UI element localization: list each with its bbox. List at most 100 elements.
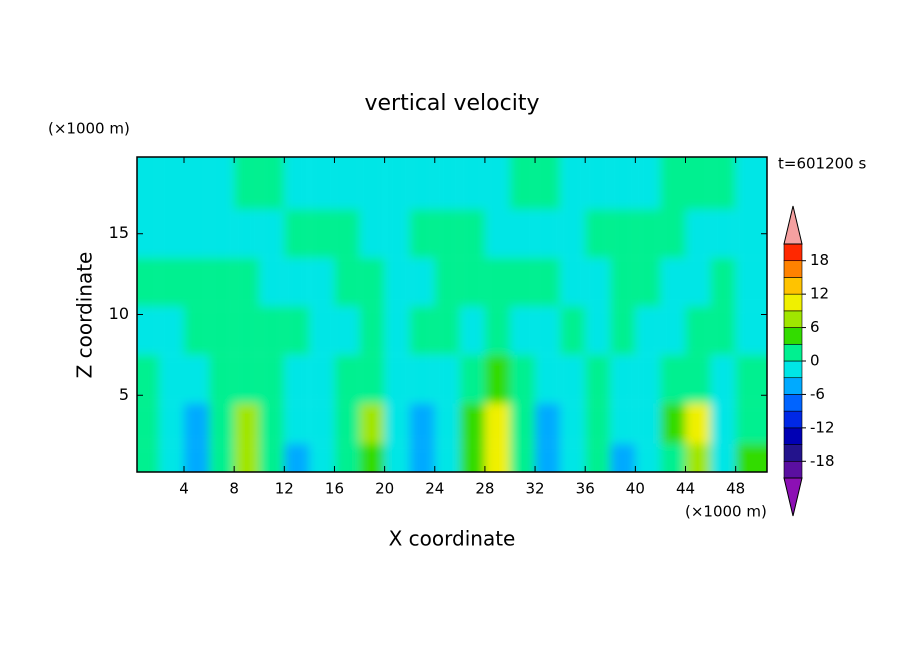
x-tick-label: 8 (229, 480, 239, 498)
contour-cell (710, 443, 736, 472)
contour-cell (434, 443, 460, 472)
contour-cell (735, 157, 767, 210)
contour-cell (685, 157, 711, 210)
contour-cell (535, 257, 561, 307)
contour-cell (585, 403, 611, 444)
contour-cell (209, 157, 235, 210)
contour-cell (284, 443, 310, 472)
contour-cell (459, 443, 485, 472)
colorbar-band (783, 360, 803, 379)
contour-cell (610, 257, 636, 307)
contour-cell (309, 209, 335, 258)
contour-cell (284, 306, 310, 355)
contour-cell (434, 403, 460, 444)
contour-cell (735, 306, 767, 355)
contour-cell (234, 403, 260, 444)
contour-cell (484, 403, 510, 444)
contour-cell (334, 306, 360, 355)
x-tick-label: 36 (576, 480, 595, 498)
contour-cell (735, 257, 767, 307)
colorbar-extend-under (783, 477, 803, 517)
contour-cell (309, 257, 335, 307)
contour-cell (384, 443, 410, 472)
contour-cell (409, 306, 435, 355)
x-axis-label: X coordinate (389, 527, 516, 551)
colorbar-band (783, 343, 803, 362)
contour-cell (484, 306, 510, 355)
x-tick-label: 44 (676, 480, 695, 498)
contour-cell (585, 209, 611, 258)
contour-cells (137, 157, 767, 472)
y-tick-label: 15 (109, 223, 129, 242)
contour-cell (184, 257, 210, 307)
contour-cell (560, 354, 586, 404)
contour-cell (585, 257, 611, 307)
contour-cell (560, 257, 586, 307)
y-unit: (×1000 m) (48, 120, 130, 138)
contour-cell (459, 403, 485, 444)
contour-cell (409, 257, 435, 307)
x-tick-label: 40 (626, 480, 645, 498)
colorbar-tick-label: 0 (810, 352, 820, 370)
contour-cell (710, 257, 736, 307)
contour-cell (660, 354, 686, 404)
contour-cell (309, 306, 335, 355)
contour-cell (710, 306, 736, 355)
x-tick-label: 20 (375, 480, 394, 498)
contour-cell (334, 403, 360, 444)
contour-cell (459, 209, 485, 258)
contour-cell (484, 209, 510, 258)
x-tick-label: 16 (325, 480, 344, 498)
colorbar-band (783, 243, 803, 262)
x-tick-label: 12 (275, 480, 294, 498)
contour-cell (409, 209, 435, 258)
contour-cell (610, 403, 636, 444)
contour-cell (234, 306, 260, 355)
contour-cell (509, 306, 536, 355)
colorbar-tick-label: -12 (810, 418, 835, 436)
contour-cell (635, 306, 661, 355)
contour-cell (509, 403, 536, 444)
colorbar-tick-label: 6 (810, 318, 820, 336)
contour-cell (484, 157, 510, 210)
colorbar-band (783, 293, 803, 312)
contour-cell (434, 257, 460, 307)
y-axis-label: Z coordinate (73, 252, 97, 379)
contour-cell (184, 209, 210, 258)
contour-cell (560, 306, 586, 355)
contour-cell (359, 306, 385, 355)
contour-cell (710, 209, 736, 258)
contour-cell (284, 157, 310, 210)
contour-cell (735, 354, 767, 404)
contour-cell (234, 157, 260, 210)
x-unit: (×1000 m) (685, 503, 767, 521)
contour-cell (309, 157, 335, 210)
contour-cell (610, 443, 636, 472)
contour-cell (184, 306, 210, 355)
contour-cell (509, 443, 536, 472)
colorbar-tick-label: -18 (810, 452, 835, 470)
contour-cell (409, 157, 435, 210)
contour-cell (409, 354, 435, 404)
contour-cell (209, 443, 235, 472)
contour-cell (234, 443, 260, 472)
y-tick-label: 10 (109, 304, 129, 323)
contour-cell (685, 306, 711, 355)
contour-cell (660, 443, 686, 472)
contour-cell (434, 354, 460, 404)
contour-cell (359, 443, 385, 472)
contour-cell (585, 443, 611, 472)
contour-cell (535, 157, 561, 210)
contour-cell (610, 209, 636, 258)
contour-cell (137, 209, 159, 258)
x-tick-label: 4 (179, 480, 189, 498)
colorbar-band (783, 427, 803, 445)
contour-cell (158, 443, 185, 472)
contour-cell (158, 306, 185, 355)
contour-cell (610, 306, 636, 355)
contour-cell (334, 157, 360, 210)
contour-cell (735, 443, 767, 472)
contour-cell (660, 157, 686, 210)
contour-cell (635, 209, 661, 258)
contour-cell (434, 157, 460, 210)
